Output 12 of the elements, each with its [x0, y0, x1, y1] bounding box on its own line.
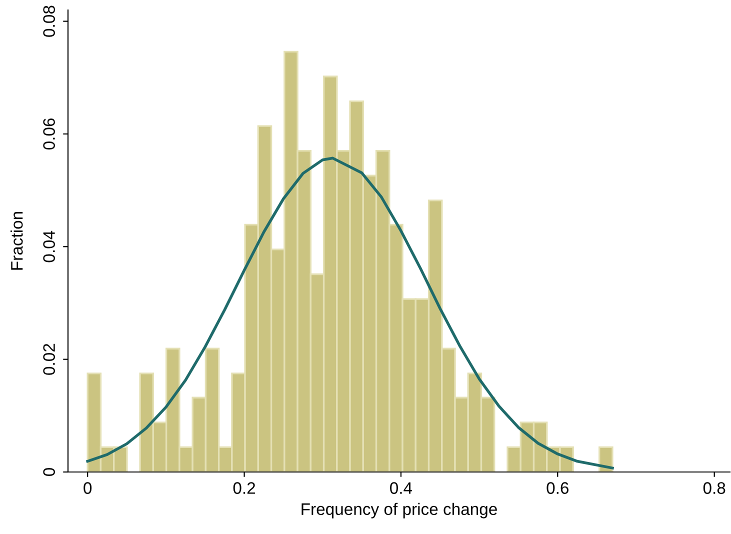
- y-tick-label: 0.06: [43, 118, 55, 150]
- x-tick-label: 0.6: [546, 482, 568, 494]
- x-tick-label: 0.2: [233, 482, 256, 494]
- x-tick-label: 0.8: [703, 482, 726, 494]
- y-tick-label: 0: [43, 468, 55, 476]
- y-tick-label: 0.02: [43, 344, 55, 375]
- y-tick-label: 0.04: [43, 230, 55, 262]
- x-axis-title: Frequency of price change: [302, 502, 497, 518]
- x-tick-label: 0: [84, 482, 92, 494]
- y-tick-label: 0.08: [43, 6, 55, 37]
- y-axis-title: Fraction: [10, 212, 23, 270]
- x-tick-label: 0.4: [390, 482, 412, 494]
